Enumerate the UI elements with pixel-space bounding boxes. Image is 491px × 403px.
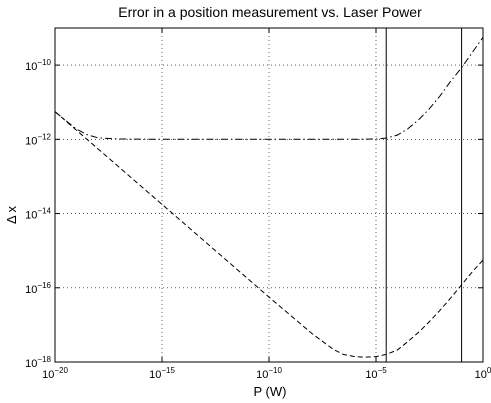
y-tick-label: 10−18 xyxy=(25,355,51,370)
y-tick-label: 10−12 xyxy=(25,132,51,147)
x-tick-label: 10−15 xyxy=(149,366,175,381)
series-lines xyxy=(54,37,484,358)
chart-title: Error in a position measurement vs. Lase… xyxy=(118,4,422,20)
axis-ticks xyxy=(54,28,484,363)
y-tick-label: 10−10 xyxy=(25,58,51,73)
y-tick-label: 10−16 xyxy=(25,281,51,296)
x-tick-labels: 10−20 10−15 10−10 10−5 100 xyxy=(42,366,491,381)
series-dashed-line xyxy=(54,111,484,358)
x-tick-label: 10−10 xyxy=(256,366,282,381)
x-tick-label: 10−20 xyxy=(42,366,68,381)
x-tick-label: 100 xyxy=(475,366,491,381)
grid-lines xyxy=(55,28,483,362)
y-tick-labels: 10−18 10−16 10−14 10−12 10−10 xyxy=(25,58,51,370)
vertical-lines xyxy=(385,28,463,362)
y-tick-label: 10−14 xyxy=(25,207,51,222)
series-dashdot-line xyxy=(54,37,484,140)
x-axis-label: P (W) xyxy=(254,384,287,399)
y-axis-label: Δ x xyxy=(4,205,19,224)
plot-frame xyxy=(54,27,484,363)
x-tick-label: 10−5 xyxy=(365,366,387,381)
